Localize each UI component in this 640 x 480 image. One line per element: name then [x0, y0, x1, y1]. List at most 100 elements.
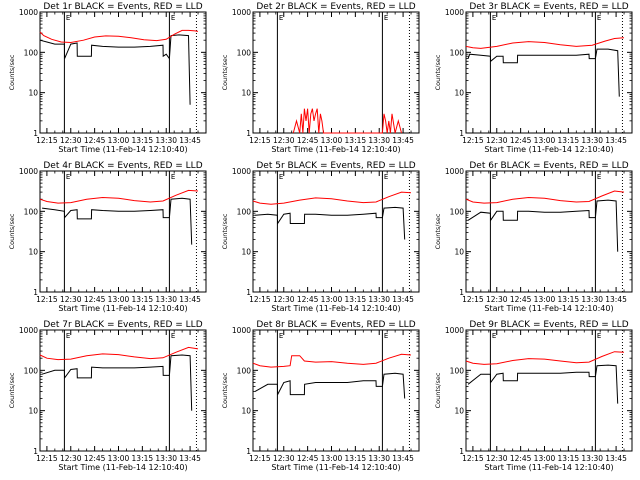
x-tick-label: 13:45 [179, 136, 201, 145]
x-tick-label: 13:30 [581, 454, 603, 463]
panel-title: Det 2r BLACK = Events, RED = LLD [256, 2, 415, 12]
series-lld-line [252, 353, 412, 368]
x-tick-label: 13:00 [108, 454, 130, 463]
plot-frame [39, 170, 207, 293]
y-tick-label: 1 [33, 288, 38, 297]
x-tick-label: 13:45 [605, 136, 627, 145]
y-tick-label: 1000 [445, 326, 464, 335]
x-tick-label: 12:45 [297, 295, 319, 304]
y-tick-label: 1000 [232, 167, 251, 176]
x-tick-label: 12:15 [462, 295, 484, 304]
panel-title: Det 4r BLACK = Events, RED = LLD [43, 161, 202, 171]
time-marker-flag: E [597, 173, 601, 181]
x-tick-label: 13:45 [605, 454, 627, 463]
x-tick-label: 12:15 [462, 454, 484, 463]
series-events-line [42, 197, 193, 245]
x-tick-label: 13:15 [345, 295, 367, 304]
series-lld-line [292, 108, 402, 134]
x-axis-label: Start Time (11-Feb-14 12:10:40) [484, 304, 613, 313]
time-marker-flag: E [279, 332, 283, 340]
time-marker-flag: E [384, 332, 388, 340]
x-tick-label: 13:30 [368, 136, 390, 145]
x-axis-label: Start Time (11-Feb-14 12:10:40) [58, 145, 187, 154]
x-tick-label: 13:45 [392, 454, 414, 463]
y-tick-label: 100 [450, 48, 465, 57]
x-tick-label: 13:30 [368, 295, 390, 304]
series-events-line [39, 34, 191, 105]
plot-frame [465, 329, 633, 452]
x-tick-label: 12:15 [36, 454, 58, 463]
panel-det-7: Det 7r BLACK = Events, RED = LLD 1 10 100 10… [8, 320, 207, 472]
y-tick-label: 100 [450, 366, 465, 375]
time-marker-flag: E [384, 173, 388, 181]
x-tick-label: 13:15 [345, 454, 367, 463]
x-tick-label: 12:30 [273, 136, 295, 145]
plot-frame [252, 170, 420, 293]
y-tick-label: 1000 [445, 8, 464, 17]
x-tick-label: 13:45 [179, 295, 201, 304]
x-tick-label: 13:30 [155, 454, 177, 463]
time-marker-flag: E [279, 14, 283, 22]
y-tick-label: 1000 [232, 8, 251, 17]
panel-title: Det 6r BLACK = Events, RED = LLD [469, 161, 628, 171]
y-tick-label: 1 [459, 129, 464, 138]
y-tick-label: 10 [454, 248, 464, 257]
y-tick-label: 1 [246, 129, 251, 138]
x-tick-label: 12:30 [60, 454, 82, 463]
y-axis-label: Counts/sec [434, 372, 442, 408]
y-axis-label: Counts/sec [434, 213, 442, 249]
plot-frame [465, 11, 633, 134]
panel-det-8: Det 8r BLACK = Events, RED = LLD 1 10 100 10… [221, 320, 420, 472]
x-tick-label: 12:30 [486, 454, 508, 463]
y-axis-label: Counts/sec [221, 372, 229, 408]
y-axis-label: Counts/sec [434, 54, 442, 90]
series-lld-line [39, 346, 199, 361]
time-marker-flag: E [171, 332, 175, 340]
x-tick-label: 13:30 [581, 136, 603, 145]
y-tick-label: 1 [33, 129, 38, 138]
panel-title: Det 7r BLACK = Events, RED = LLD [43, 320, 202, 330]
x-tick-label: 13:30 [155, 295, 177, 304]
y-tick-label: 100 [237, 48, 252, 57]
x-axis-label: Start Time (11-Feb-14 12:10:40) [58, 304, 187, 313]
series-events-line [467, 199, 619, 252]
x-tick-label: 12:30 [60, 295, 82, 304]
y-axis-label: Counts/sec [221, 213, 229, 249]
y-tick-label: 10 [241, 89, 251, 98]
x-tick-label: 12:30 [486, 136, 508, 145]
x-tick-label: 12:15 [462, 136, 484, 145]
x-tick-label: 13:15 [132, 136, 154, 145]
y-tick-label: 1 [459, 288, 464, 297]
y-tick-label: 1 [246, 447, 251, 456]
panel-det-4: Det 4r BLACK = Events, RED = LLD 1 10 100 10… [8, 161, 207, 313]
y-tick-label: 100 [24, 207, 39, 216]
y-tick-label: 1000 [232, 326, 251, 335]
x-tick-label: 12:15 [249, 454, 271, 463]
x-tick-label: 13:00 [108, 136, 130, 145]
y-tick-label: 1000 [445, 167, 464, 176]
plot-frame [39, 11, 207, 134]
x-tick-label: 13:45 [605, 295, 627, 304]
series-events-line [255, 206, 406, 240]
x-tick-label: 13:15 [345, 136, 367, 145]
y-tick-label: 1 [246, 288, 251, 297]
x-tick-label: 13:30 [581, 295, 603, 304]
x-axis-label: Start Time (11-Feb-14 12:10:40) [484, 463, 613, 472]
y-tick-label: 100 [24, 48, 39, 57]
time-marker-flag: E [66, 173, 70, 181]
y-tick-label: 100 [24, 366, 39, 375]
x-tick-label: 13:00 [321, 295, 343, 304]
x-tick-label: 12:30 [273, 454, 295, 463]
panel-det-5: Det 5r BLACK = Events, RED = LLD 1 10 100 10… [221, 161, 420, 313]
panel-title: Det 8r BLACK = Events, RED = LLD [256, 320, 415, 330]
y-tick-label: 1000 [19, 8, 38, 17]
panel-det-9: Det 9r BLACK = Events, RED = LLD 1 10 100 10… [434, 320, 633, 472]
x-tick-label: 12:15 [36, 136, 58, 145]
panel-title: Det 5r BLACK = Events, RED = LLD [256, 161, 415, 171]
y-tick-label: 10 [28, 89, 38, 98]
series-events-line [467, 364, 619, 404]
time-marker-flag: E [492, 173, 496, 181]
series-lld-line [39, 189, 199, 204]
y-axis-label: Counts/sec [221, 54, 229, 90]
